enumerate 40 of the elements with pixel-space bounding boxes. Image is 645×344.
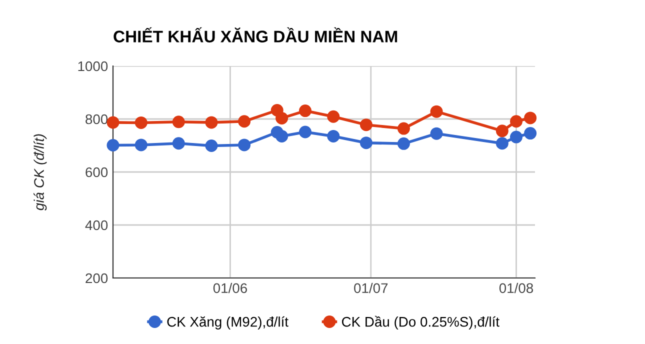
legend-label: CK Xăng (M92),đ/lít	[167, 316, 288, 330]
point	[524, 127, 537, 140]
point	[496, 124, 508, 138]
point	[276, 112, 288, 124]
x-tick-label: 01/07	[354, 282, 388, 294]
y-axis-title: giá CK (đ/lít)	[34, 134, 47, 211]
point	[134, 116, 148, 129]
point	[327, 130, 340, 142]
point	[298, 104, 312, 118]
point	[430, 105, 443, 118]
x-tick-label: 01/08	[499, 282, 534, 294]
y-tick-label: 400	[85, 220, 108, 230]
point	[238, 138, 251, 152]
y-tick-label: 800	[86, 114, 108, 124]
point	[172, 116, 185, 128]
point	[134, 138, 148, 152]
point	[106, 116, 120, 129]
x-tick-label: 01/06	[213, 282, 247, 294]
point	[430, 127, 443, 140]
y-tick-label: 1000	[78, 61, 108, 72]
y-tick-label: 600	[86, 167, 108, 178]
point	[106, 138, 120, 152]
point	[276, 130, 288, 142]
point	[496, 137, 508, 150]
y-tick-label: 200	[86, 273, 108, 284]
point	[397, 122, 410, 135]
point	[397, 137, 410, 150]
point	[327, 110, 340, 123]
legend-label: CK Dầu (Do 0.25%S),đ/lít	[342, 316, 500, 330]
point	[238, 115, 251, 128]
point	[360, 118, 372, 132]
chart-title: CHIẾT KHẤU XĂNG DẦU MIỀN NAM	[114, 27, 398, 42]
point	[205, 140, 218, 152]
point	[524, 112, 537, 124]
point	[360, 136, 372, 150]
point	[510, 130, 522, 144]
point	[510, 115, 522, 128]
point	[298, 126, 312, 138]
point	[205, 116, 218, 129]
point	[172, 137, 185, 150]
